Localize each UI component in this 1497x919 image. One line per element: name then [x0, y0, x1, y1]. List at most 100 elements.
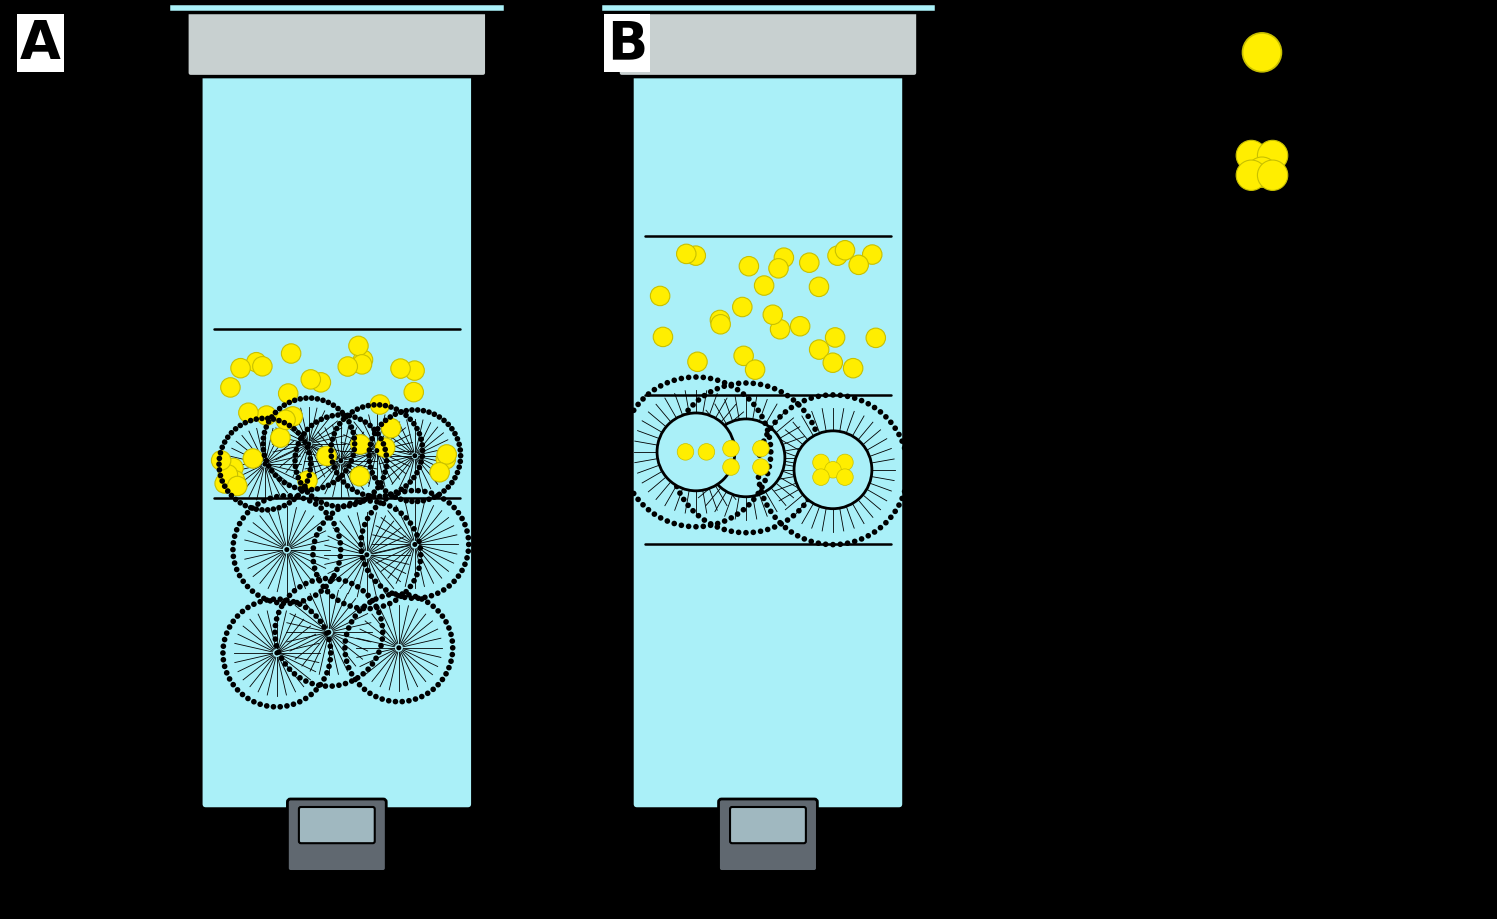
Circle shape: [286, 483, 292, 489]
Circle shape: [238, 403, 257, 423]
Circle shape: [768, 442, 774, 448]
Circle shape: [346, 665, 352, 671]
Circle shape: [418, 552, 424, 558]
Circle shape: [222, 484, 228, 490]
Circle shape: [458, 448, 463, 453]
Circle shape: [451, 645, 455, 651]
Circle shape: [328, 657, 334, 663]
Circle shape: [403, 483, 409, 489]
Circle shape: [701, 375, 707, 380]
Circle shape: [382, 419, 401, 438]
Circle shape: [371, 403, 377, 408]
FancyBboxPatch shape: [618, 4, 918, 77]
Circle shape: [292, 453, 298, 459]
Circle shape: [463, 562, 467, 567]
Circle shape: [765, 471, 771, 477]
Circle shape: [307, 498, 313, 505]
Circle shape: [386, 698, 392, 704]
Circle shape: [672, 521, 677, 527]
Circle shape: [352, 448, 358, 453]
Circle shape: [319, 589, 323, 595]
Circle shape: [677, 444, 693, 460]
Circle shape: [334, 567, 340, 573]
Circle shape: [837, 393, 843, 399]
Circle shape: [701, 524, 707, 529]
Circle shape: [274, 600, 280, 606]
Circle shape: [268, 496, 272, 502]
Circle shape: [307, 456, 313, 461]
Circle shape: [892, 509, 898, 515]
Circle shape: [795, 533, 801, 539]
Circle shape: [367, 448, 373, 453]
Circle shape: [783, 410, 789, 415]
Circle shape: [771, 320, 790, 340]
Circle shape: [753, 441, 769, 458]
Circle shape: [326, 664, 332, 669]
Circle shape: [284, 548, 289, 552]
Circle shape: [262, 453, 268, 459]
Circle shape: [743, 380, 748, 386]
Circle shape: [406, 698, 412, 704]
Circle shape: [376, 650, 382, 655]
Circle shape: [835, 242, 855, 261]
Circle shape: [784, 517, 790, 523]
Circle shape: [281, 420, 287, 426]
Circle shape: [380, 630, 386, 635]
Circle shape: [304, 445, 310, 450]
Circle shape: [383, 403, 388, 409]
Circle shape: [292, 588, 298, 594]
Circle shape: [365, 516, 370, 522]
Circle shape: [837, 470, 853, 486]
Circle shape: [231, 554, 237, 560]
Circle shape: [816, 394, 822, 400]
Circle shape: [759, 414, 765, 420]
Circle shape: [231, 359, 250, 379]
Circle shape: [419, 454, 425, 460]
Circle shape: [753, 460, 769, 476]
Circle shape: [817, 448, 823, 454]
Circle shape: [741, 391, 746, 397]
Circle shape: [367, 499, 373, 505]
Circle shape: [407, 521, 413, 527]
Circle shape: [1247, 158, 1277, 188]
Circle shape: [278, 384, 298, 403]
Circle shape: [388, 404, 394, 411]
Circle shape: [449, 481, 455, 486]
Circle shape: [371, 475, 377, 481]
Circle shape: [352, 502, 358, 507]
Circle shape: [457, 465, 463, 471]
Circle shape: [466, 549, 472, 554]
Circle shape: [397, 646, 401, 651]
Circle shape: [310, 579, 314, 584]
Circle shape: [247, 353, 266, 372]
Circle shape: [219, 465, 238, 484]
Circle shape: [388, 492, 394, 497]
Circle shape: [897, 503, 901, 508]
Circle shape: [904, 460, 910, 466]
Circle shape: [335, 598, 341, 604]
Circle shape: [249, 418, 253, 424]
Circle shape: [302, 605, 308, 610]
Circle shape: [263, 425, 269, 430]
Circle shape: [400, 592, 406, 597]
Circle shape: [304, 487, 308, 493]
Circle shape: [325, 400, 331, 406]
Circle shape: [319, 505, 323, 511]
Circle shape: [768, 449, 774, 455]
Circle shape: [355, 584, 361, 590]
Circle shape: [308, 692, 314, 698]
Circle shape: [277, 406, 283, 412]
Circle shape: [371, 490, 377, 495]
Circle shape: [367, 424, 373, 429]
Circle shape: [337, 683, 341, 688]
Circle shape: [789, 405, 795, 411]
Circle shape: [386, 593, 392, 598]
Circle shape: [888, 515, 894, 520]
Circle shape: [455, 510, 461, 516]
Circle shape: [463, 522, 467, 528]
Circle shape: [428, 491, 434, 496]
Circle shape: [317, 618, 323, 624]
Circle shape: [732, 298, 751, 317]
Circle shape: [766, 435, 772, 440]
Circle shape: [772, 525, 777, 530]
